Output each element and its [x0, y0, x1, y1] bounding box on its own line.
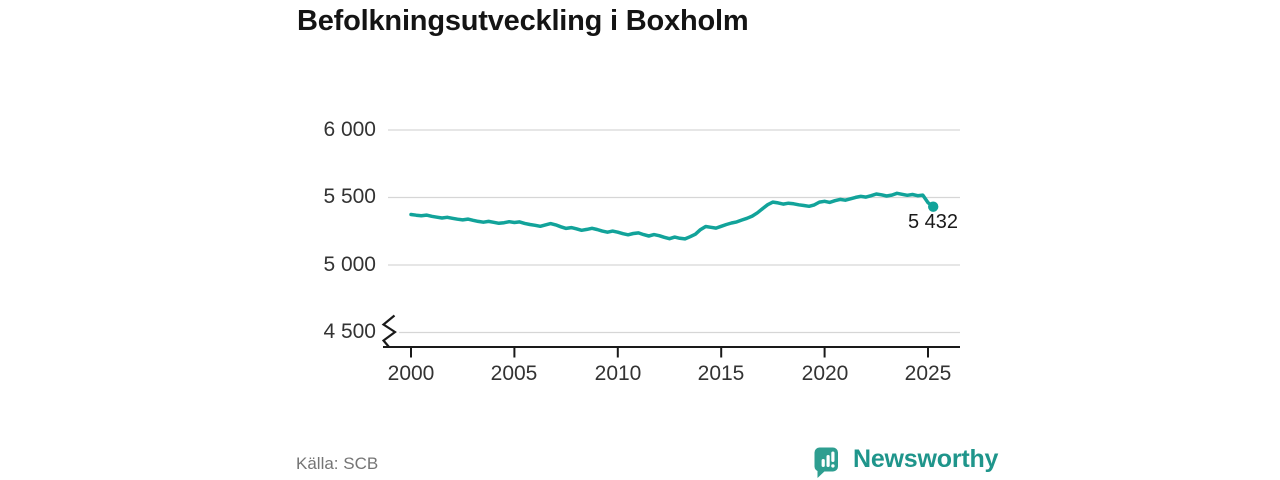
y-axis-tick-label: 5 500 — [323, 185, 376, 208]
page-title: Befolkningsutveckling i Boxholm — [297, 5, 749, 37]
last-value-label: 5 432 — [907, 211, 959, 233]
y-axis-tick-label: 4 500 — [323, 320, 376, 343]
source-attribution: Källa: SCB — [296, 454, 379, 473]
newsworthy-logo: Newsworthy — [814, 444, 998, 478]
x-axis-tick-label: 2005 — [490, 362, 538, 385]
y-axis-break-icon — [381, 314, 397, 348]
last-value-dot — [928, 201, 939, 212]
x-axis-tick-label: 2020 — [801, 362, 849, 385]
x-axis-tick-label: 2015 — [697, 362, 745, 385]
x-axis-tick-label: 2000 — [387, 362, 435, 385]
y-axis-tick-label: 5 000 — [323, 253, 376, 276]
newsworthy-logo-text: Newsworthy — [853, 445, 999, 473]
newsworthy-logo-icon — [814, 447, 838, 478]
population-line — [409, 191, 935, 241]
x-axis-tick-label: 2025 — [904, 362, 952, 385]
x-axis-tick-label: 2010 — [594, 362, 642, 385]
y-axis-tick-label: 6 000 — [323, 118, 376, 141]
